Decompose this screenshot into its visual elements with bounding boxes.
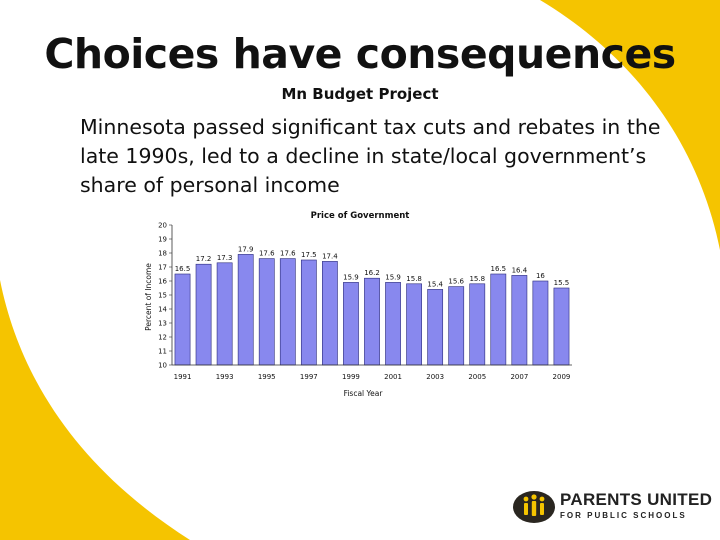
- bar-1992: [195, 263, 212, 366]
- x-tick-label-2005: 2005: [468, 373, 486, 381]
- data-label-2007: 16.4: [512, 266, 528, 274]
- x-axis-label: Fiscal Year: [344, 389, 384, 398]
- data-label-1998: 17.4: [322, 252, 338, 260]
- bar-1995: [258, 258, 275, 366]
- y-tick-label: 11: [158, 348, 167, 356]
- data-label-1997: 17.5: [301, 251, 317, 259]
- y-tick-label: 15: [158, 292, 167, 300]
- bar-2006: [490, 273, 507, 366]
- price-of-government-chart: Price of Government Percent of Income Fi…: [144, 211, 572, 398]
- data-label-1999: 15.9: [343, 273, 359, 281]
- y-tick-label: 16: [158, 278, 167, 286]
- data-label-2001: 15.9: [385, 273, 401, 281]
- x-tick-label-2009: 2009: [553, 373, 571, 381]
- bar-1994: [237, 254, 254, 366]
- data-label-2003: 15.4: [427, 280, 443, 288]
- data-label-1995: 17.6: [259, 250, 275, 258]
- chart-title: Price of Government: [311, 211, 410, 221]
- y-tick-label: 14: [158, 306, 167, 314]
- bar-2000: [364, 277, 380, 366]
- logo-line1: PARENTS UNITED: [560, 490, 713, 509]
- bar-1998: [322, 261, 338, 366]
- bar-1993: [216, 262, 233, 366]
- x-tick-label-1997: 1997: [300, 373, 318, 381]
- y-tick-label: 20: [158, 222, 167, 230]
- data-label-2008: 16: [536, 272, 545, 280]
- bar-2009: [553, 287, 570, 366]
- y-tick-label: 12: [158, 334, 167, 342]
- bar-2002: [406, 283, 422, 366]
- slide-title: Choices have consequences: [44, 30, 676, 78]
- parents-united-logo: PARENTS UNITED FOR PUBLIC SCHOOLS: [512, 488, 712, 528]
- data-label-2002: 15.8: [406, 275, 422, 283]
- x-tick-label-2001: 2001: [384, 373, 402, 381]
- y-tick-label: 13: [158, 320, 167, 328]
- bar-1997: [300, 259, 317, 366]
- data-label-2009: 15.5: [554, 279, 570, 287]
- x-tick-label-1991: 1991: [174, 373, 192, 381]
- bar-2007: [511, 275, 528, 366]
- y-axis-label: Percent of Income: [144, 263, 153, 331]
- y-tick-label: 10: [158, 362, 167, 370]
- people-icon: [513, 491, 555, 523]
- data-label-2006: 16.5: [491, 265, 507, 273]
- bar-1991: [174, 273, 191, 366]
- bar-2008: [532, 280, 549, 366]
- bar-2004: [448, 286, 465, 366]
- bar-2005: [469, 283, 486, 366]
- y-tick-label: 17: [158, 264, 167, 272]
- top-right-swoosh: [540, 0, 720, 250]
- data-label-1991: 16.5: [175, 265, 191, 273]
- x-tick-label-1993: 1993: [216, 373, 234, 381]
- data-label-1993: 17.3: [217, 254, 233, 262]
- x-tick-label-1999: 1999: [342, 373, 360, 381]
- logo-line2: FOR PUBLIC SCHOOLS: [560, 511, 687, 520]
- bar-1996: [279, 258, 296, 366]
- left-swoosh: [0, 280, 190, 540]
- slide-body-text: Minnesota passed significant tax cuts an…: [80, 115, 661, 197]
- slide-subtitle: Mn Budget Project: [281, 85, 439, 103]
- x-tick-label-2003: 2003: [426, 373, 444, 381]
- x-tick-label-2007: 2007: [510, 373, 528, 381]
- y-tick-label: 19: [158, 236, 167, 244]
- data-label-2004: 15.6: [448, 278, 464, 286]
- data-label-2005: 15.8: [469, 275, 485, 283]
- data-label-2000: 16.2: [364, 269, 380, 277]
- data-label-1992: 17.2: [196, 255, 212, 263]
- y-tick-label: 18: [158, 250, 167, 258]
- bar-2001: [385, 282, 401, 366]
- x-tick-label-1995: 1995: [258, 373, 276, 381]
- data-label-1994: 17.9: [238, 245, 254, 253]
- data-label-1996: 17.6: [280, 250, 296, 258]
- bar-2003: [427, 289, 444, 366]
- bar-1999: [343, 282, 359, 366]
